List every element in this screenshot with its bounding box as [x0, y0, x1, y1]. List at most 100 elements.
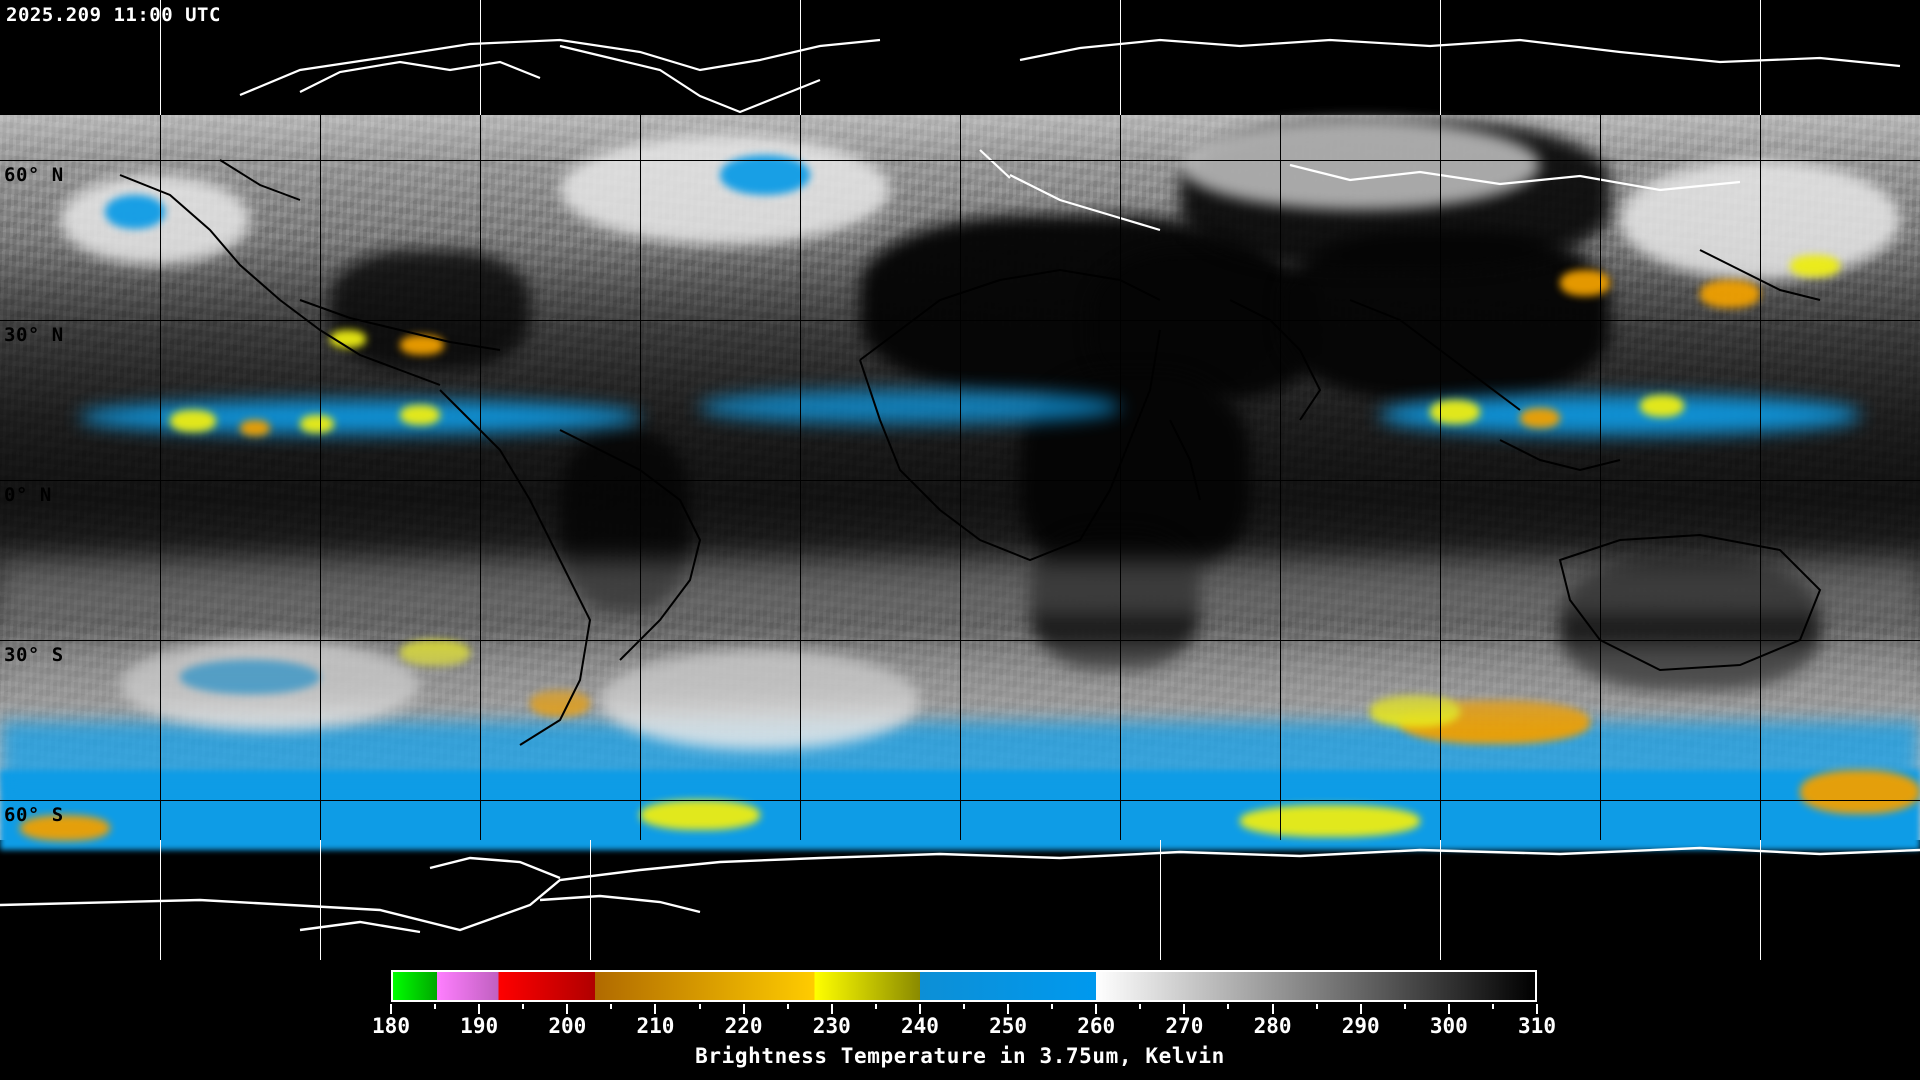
convective-cell-8: [330, 330, 366, 348]
gridline-lat-30n: [0, 320, 1920, 321]
gridline-lon-30e-top: [1120, 0, 1121, 115]
convective-cell-12: [1790, 255, 1840, 277]
cold-front-south-polar-1: [640, 800, 760, 830]
arctic-black-cap: [0, 0, 1920, 115]
colorbar-tick-270: [1183, 1004, 1186, 1014]
colorbar-frame[interactable]: [391, 970, 1537, 1002]
convective-cell-5: [1430, 400, 1480, 424]
colorbar-tick-label-310: 310: [1518, 1014, 1556, 1038]
lat-label-60n: 60° N: [4, 164, 64, 186]
colorbar-tick-195: [522, 1004, 525, 1009]
colorbar-tick-label-220: 220: [724, 1014, 763, 1038]
colorbar-tick-label-300: 300: [1429, 1014, 1468, 1038]
colorbar-tick-label-190: 190: [460, 1014, 499, 1038]
cloud-streak-siberia: [1180, 120, 1540, 210]
colorbar-tick-190: [478, 1004, 481, 1014]
gridline-lon-30w: [800, 115, 801, 840]
gridline-lat-30s: [0, 640, 1920, 641]
colorbar-tick-255: [1051, 1004, 1054, 1009]
lat-label-60s: 60° S: [4, 804, 64, 826]
gridline-lon-70w-bottom: [590, 840, 591, 960]
cloud-streak-north-atlantic: [560, 135, 890, 245]
coastline-overlay: [0, 38, 1920, 934]
cold-front-cell-sa: [530, 690, 590, 716]
gridline-lon-0: [960, 115, 961, 840]
colorbar-tick-label-200: 200: [548, 1014, 587, 1038]
cold-front-cell-sp: [400, 640, 470, 666]
lat-label-30s: 30° S: [4, 644, 64, 666]
colorbar-legend: 180 190 200 210 220 230 240 250 260 270 280 290 300 3…: [0, 960, 1920, 1080]
convective-cell-10: [1560, 270, 1610, 296]
colorbar-tick-label-270: 270: [1165, 1014, 1204, 1038]
colorbar-tick-310: [1536, 1004, 1538, 1014]
global-satellite-map[interactable]: 60° N 30° N 0° N 30° S 60° S 2025.209 11…: [0, 0, 1920, 960]
cold-front-south-pacific: [180, 660, 320, 694]
cold-cloud-north-atlantic: [720, 155, 810, 195]
colorbar-caption: Brightness Temperature in 3.75um, Kelvin: [695, 1044, 1225, 1068]
gridline-lon-90e-top: [1440, 0, 1441, 115]
gridline-lon-120w-bottom: [320, 840, 321, 960]
colorbar-tick-305: [1491, 1004, 1494, 1009]
colorbar-tick-230: [830, 1004, 833, 1014]
convective-cell-9: [400, 335, 444, 355]
gridline-lon-35e-bottom: [1160, 840, 1161, 960]
convective-cell-3: [400, 405, 440, 425]
convective-cell-7: [1640, 395, 1684, 417]
gridline-lon-90w: [480, 115, 481, 840]
colorbar-gradient: [393, 972, 1535, 1000]
colorbar-tick-200: [566, 1004, 569, 1014]
gridline-lon-150e: [1760, 115, 1761, 840]
colorbar-tick-label-210: 210: [636, 1014, 675, 1038]
gridline-lat-60s: [0, 800, 1920, 801]
colorbar-tick-300: [1447, 1004, 1450, 1014]
colorbar-tick-285: [1315, 1004, 1318, 1009]
colorbar-tick-265: [1139, 1004, 1142, 1009]
gridline-lon-150e-bottom: [1760, 840, 1761, 960]
cold-cloud-north-pacific: [105, 195, 165, 229]
gridline-lat-60n: [0, 160, 1920, 161]
colorbar-tick-label-250: 250: [989, 1014, 1028, 1038]
lat-lon-graticule: 60° N 30° N 0° N 30° S 60° S: [0, 0, 1920, 960]
colorbar-tick-240: [918, 1004, 921, 1014]
convective-cell-11: [1700, 280, 1760, 308]
colorbar-tick-labels: 180 190 200 210 220 230 240 250 260 270 280 290 300 3…: [372, 1014, 1556, 1042]
colorbar-tick-205: [610, 1004, 613, 1009]
lat-label-0: 0° N: [4, 484, 52, 506]
colorbar-tick-260: [1095, 1004, 1098, 1014]
colorbar-tick-210: [654, 1004, 657, 1014]
gridline-lon-60w: [640, 115, 641, 840]
colorbar-tick-245: [963, 1004, 965, 1009]
colorbar-tick-250: [1007, 1004, 1010, 1014]
gridline-lon-30w-top: [800, 0, 801, 115]
colorbar-ticks: [390, 1004, 1538, 1014]
gridline-lon-150w-bottom: [160, 840, 161, 960]
timestamp-overlay: 2025.209 11:00 UTC: [6, 4, 221, 26]
colorbar-tick-label-280: 280: [1253, 1014, 1292, 1038]
gridline-lat-0: [0, 480, 1920, 481]
cold-front-south-polar-3: [20, 815, 110, 841]
cloud-streak-south-atlantic: [600, 650, 920, 750]
colorbar-tick-180: [390, 1004, 392, 1014]
gridline-lon-90w-top: [480, 0, 481, 115]
cold-front-south-polar-2: [1240, 805, 1420, 837]
itcz-atlantic-convection: [700, 390, 1120, 424]
gridline-lon-150w: [160, 115, 161, 840]
hot-land-southern-africa: [1030, 530, 1200, 670]
colorbar-tick-215: [698, 1004, 701, 1009]
colorbar-tick-280: [1271, 1004, 1274, 1014]
gridline-lon-90e-bottom: [1440, 840, 1441, 960]
cold-front-south-east: [1800, 770, 1920, 814]
colorbar-tick-label-290: 290: [1341, 1014, 1380, 1038]
colorbar-tick-label-240: 240: [900, 1014, 939, 1038]
convective-cell-1: [170, 410, 216, 432]
convective-cell-4: [240, 420, 270, 436]
convective-cell-2: [300, 415, 334, 433]
gridline-lon-120e: [1600, 115, 1601, 840]
gridline-lon-60e: [1280, 115, 1281, 840]
colorbar-tick-220: [742, 1004, 745, 1014]
gridline-lon-90e: [1440, 115, 1441, 840]
colorbar-tick-label-260: 260: [1077, 1014, 1116, 1038]
colorbar-tick-235: [874, 1004, 877, 1009]
cold-front-indian-ocean-edge: [1370, 695, 1460, 727]
